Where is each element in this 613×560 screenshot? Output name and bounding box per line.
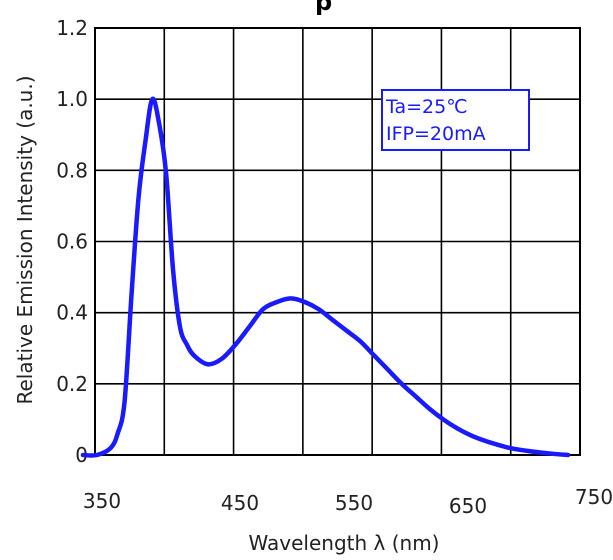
x-tick-label: 750	[575, 485, 613, 509]
condition-annotation: Ta=25℃ IFP=20mA	[381, 89, 530, 151]
plot-area-frame	[94, 27, 581, 456]
y-tick-label: 1.2	[56, 16, 88, 40]
annotation-line-current: IFP=20mA	[386, 123, 486, 145]
x-tick-label: 450	[221, 491, 259, 515]
x-tick-label: 650	[449, 494, 487, 518]
y-tick-label: 0.6	[56, 230, 88, 254]
y-axis-label: Relative Emission Intensity (a.u.)	[13, 75, 37, 404]
y-tick-label: 0.2	[56, 372, 88, 396]
y-axis-ticks: 00.20.40.60.81.01.2	[56, 16, 88, 467]
chart-title-fragment: p	[315, 0, 332, 16]
y-tick-label: 0.4	[56, 301, 88, 325]
annotation-line-temperature: Ta=25℃	[385, 96, 468, 118]
series-line-emission	[80, 96, 571, 458]
x-tick-label: 550	[335, 491, 373, 515]
y-tick-label: 0.8	[56, 158, 88, 182]
x-axis-ticks: 350 450 550 650 750	[83, 485, 613, 518]
x-tick-label: 350	[83, 489, 121, 513]
y-tick-label: 1.0	[56, 87, 88, 111]
x-axis-label: Wavelength λ (nm)	[249, 531, 440, 555]
annotation-box	[381, 89, 530, 151]
